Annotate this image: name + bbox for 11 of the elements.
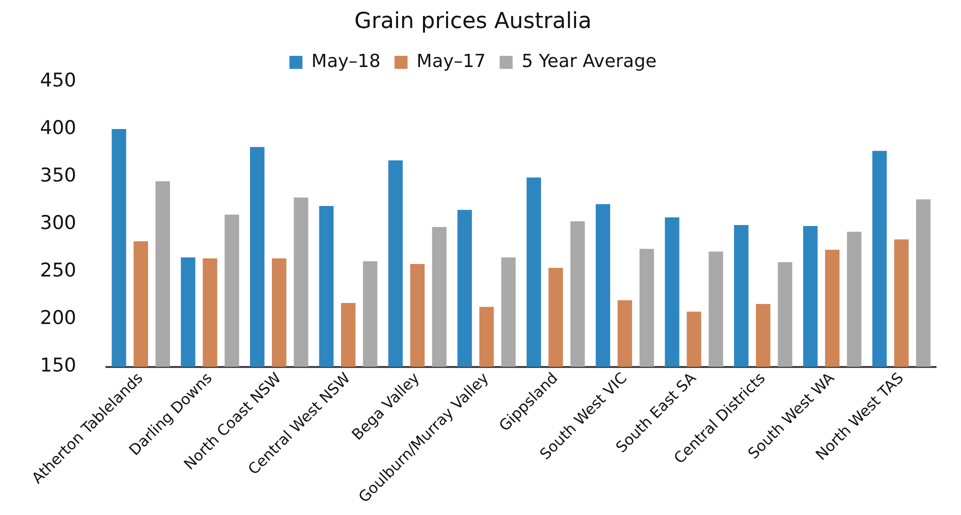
chart-title: Grain prices Australia (354, 8, 592, 34)
y-tick-label: 400 (40, 116, 76, 139)
legend-label: 5 Year Average (522, 51, 657, 72)
y-tick-label: 150 (40, 354, 76, 377)
legend-label: May–17 (416, 51, 486, 72)
y-tick-label: 200 (40, 307, 76, 330)
y-tick-label: 350 (40, 164, 76, 186)
legend-label: May–18 (311, 51, 381, 72)
y-tick-label: 300 (40, 212, 76, 234)
y-tick-label: 450 (40, 69, 76, 92)
y-tick-label: 250 (40, 260, 76, 282)
